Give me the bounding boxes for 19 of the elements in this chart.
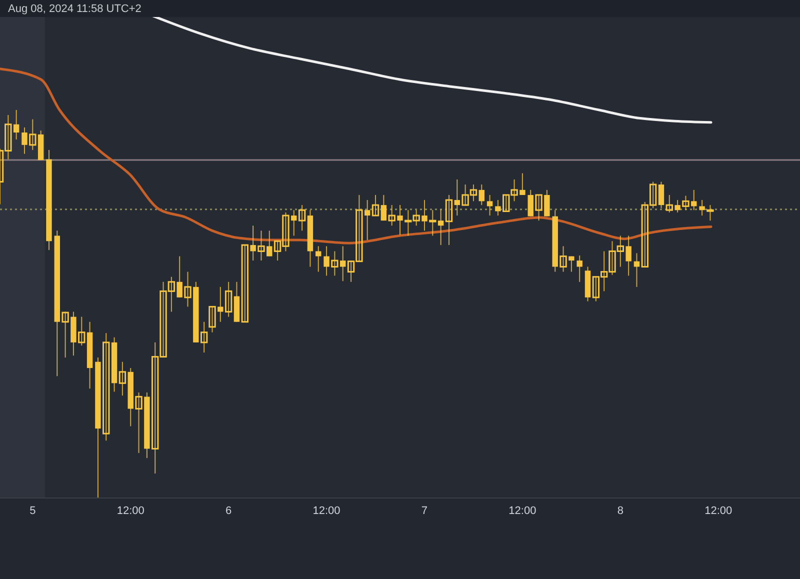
x-tick-label: 8 — [617, 505, 624, 517]
x-tick-label: 12:00 — [116, 505, 144, 517]
text: Aug 08, 2024 11:58 UTC+2 — [8, 3, 142, 15]
candlestick — [658, 181, 664, 209]
candlestick — [118, 361, 126, 396]
x-tick-label: 5 — [30, 505, 36, 517]
x-tick-label: 12:00 — [508, 505, 536, 517]
candlestick — [298, 204, 306, 232]
candlestick — [445, 194, 453, 246]
x-tick-label: 12:00 — [312, 505, 340, 517]
x-tick-label: 6 — [226, 505, 232, 517]
candlestick — [576, 255, 582, 282]
candlestick — [316, 246, 322, 272]
candlestick — [634, 252, 640, 288]
candlestick — [372, 194, 380, 216]
x-tick-label: 7 — [421, 505, 428, 517]
candlestick — [478, 184, 484, 206]
x-tick-label: 12:00 — [704, 505, 732, 517]
candlestick — [486, 194, 493, 216]
